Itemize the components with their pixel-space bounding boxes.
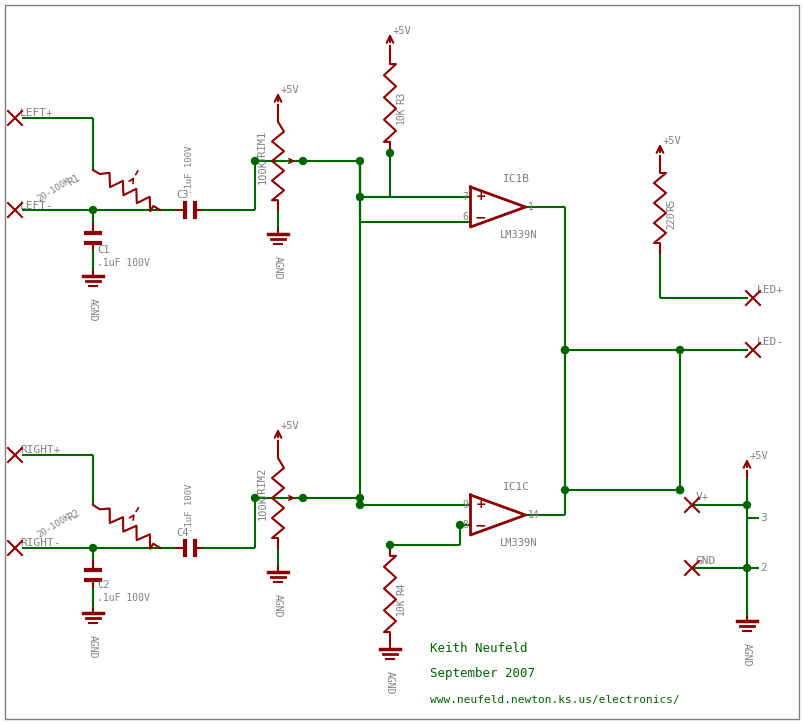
Text: +: + (475, 499, 485, 511)
Text: R5: R5 (665, 199, 675, 211)
Text: 6: 6 (462, 212, 468, 222)
Circle shape (560, 347, 568, 353)
Text: 10K: 10K (396, 597, 406, 615)
Text: +: + (475, 190, 485, 203)
Text: LED-: LED- (756, 337, 783, 347)
Text: 220: 220 (665, 211, 675, 229)
Text: www.neufeld.newton.ks.us/electronics/: www.neufeld.newton.ks.us/electronics/ (430, 695, 679, 705)
Text: 100K: 100K (258, 159, 267, 183)
Text: .1uF 100V: .1uF 100V (97, 258, 149, 268)
Circle shape (356, 193, 363, 201)
Text: September 2007: September 2007 (430, 667, 534, 680)
Text: 10K: 10K (396, 106, 406, 124)
Circle shape (743, 565, 749, 571)
Text: C3: C3 (177, 190, 189, 200)
Text: GND: GND (695, 556, 715, 566)
Text: LEFT-: LEFT- (20, 201, 54, 211)
Text: AGND: AGND (273, 594, 283, 618)
Text: R1: R1 (66, 172, 82, 188)
Circle shape (386, 149, 393, 156)
Text: IC1B: IC1B (503, 174, 529, 184)
Text: IC1C: IC1C (503, 482, 529, 492)
Text: 7: 7 (462, 192, 468, 202)
Text: +5V: +5V (749, 451, 768, 461)
Circle shape (456, 521, 463, 529)
Text: LM339N: LM339N (499, 230, 537, 240)
Text: R3: R3 (396, 92, 406, 104)
Text: C4: C4 (177, 528, 189, 538)
Text: AGND: AGND (88, 635, 98, 659)
Circle shape (89, 544, 96, 552)
Text: LED+: LED+ (756, 285, 783, 295)
Circle shape (251, 158, 259, 164)
Text: AGND: AGND (741, 643, 751, 667)
Circle shape (251, 494, 259, 502)
Text: 3: 3 (759, 513, 766, 523)
Text: 2: 2 (759, 563, 766, 573)
Circle shape (743, 502, 749, 508)
Text: −: − (474, 518, 486, 532)
Text: −: − (474, 210, 486, 224)
Circle shape (356, 502, 363, 508)
Circle shape (300, 158, 306, 164)
Circle shape (356, 158, 363, 164)
Circle shape (560, 347, 568, 353)
Text: 20-100K: 20-100K (35, 176, 72, 203)
Circle shape (560, 487, 568, 494)
Text: RIGHT+: RIGHT+ (20, 445, 60, 455)
Text: 8: 8 (462, 520, 468, 530)
Circle shape (675, 487, 683, 494)
Circle shape (386, 542, 393, 549)
Text: +5V: +5V (281, 421, 300, 431)
Text: 9: 9 (462, 500, 468, 510)
Circle shape (300, 494, 306, 502)
Text: AGND: AGND (88, 298, 98, 321)
Text: 20-100K: 20-100K (35, 512, 72, 540)
Text: +5V: +5V (662, 136, 681, 146)
Text: TRIM2: TRIM2 (258, 468, 267, 499)
Text: R4: R4 (396, 583, 406, 595)
Text: R2: R2 (66, 508, 82, 523)
Text: +5V: +5V (281, 85, 300, 95)
Text: Keith Neufeld: Keith Neufeld (430, 641, 527, 654)
Circle shape (89, 206, 96, 214)
Text: AGND: AGND (273, 256, 283, 279)
Text: LEFT+: LEFT+ (20, 108, 54, 118)
Text: .1uF 100V: .1uF 100V (185, 146, 194, 194)
Text: LM339N: LM339N (499, 538, 537, 548)
Text: AGND: AGND (385, 671, 394, 694)
Text: C1: C1 (97, 245, 109, 255)
Circle shape (675, 487, 683, 494)
Text: .1uF 100V: .1uF 100V (97, 593, 149, 603)
Text: 100K: 100K (258, 495, 267, 521)
Text: C2: C2 (97, 580, 109, 590)
Text: .1uF 100V: .1uF 100V (185, 484, 194, 532)
Text: 1: 1 (527, 202, 532, 212)
Text: RIGHT-: RIGHT- (20, 538, 60, 548)
Circle shape (356, 494, 363, 502)
Text: V+: V+ (695, 492, 708, 502)
Text: 14: 14 (527, 510, 539, 520)
Text: +5V: +5V (393, 26, 411, 36)
Circle shape (675, 347, 683, 353)
Text: TRIM1: TRIM1 (258, 130, 267, 161)
